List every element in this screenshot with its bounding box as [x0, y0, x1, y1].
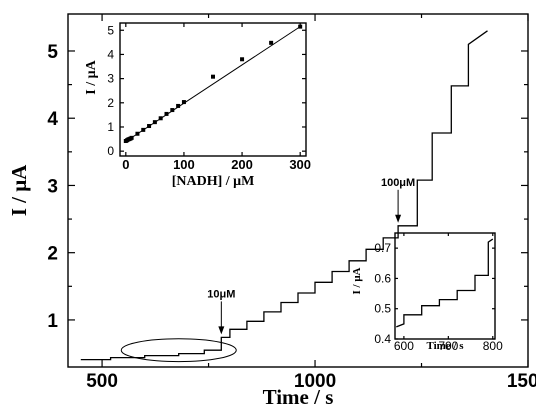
- inset1-data-point: [181, 100, 186, 105]
- inset1-data-point: [141, 127, 146, 132]
- y-tick-label: 5: [47, 42, 58, 63]
- inset1-data-point: [152, 120, 157, 125]
- inset1-x-tick-label: 200: [231, 157, 253, 172]
- main-x-axis-label: Time / s: [263, 385, 334, 409]
- inset2-y-tick-label: 0.4: [374, 332, 391, 346]
- y-tick-label: 2: [47, 244, 58, 265]
- inset1-data-point: [164, 111, 169, 116]
- inset1-data-point: [170, 108, 175, 113]
- inset2-x-tick-label: 600: [394, 339, 414, 353]
- main-annotations: 10μM 100μM: [207, 177, 415, 335]
- x-tick-label: 500: [86, 371, 118, 392]
- inset1-data-point: [176, 103, 181, 108]
- annotation-arrow-head: [395, 214, 402, 223]
- inset2-y-tick-label: 0.7: [374, 241, 391, 255]
- main-plot-frame: [67, 13, 529, 368]
- inset1-data-point: [211, 74, 215, 79]
- inset2-x-tick-label: 700: [438, 339, 458, 353]
- y-tick-label: 3: [47, 176, 58, 197]
- inset1-y-tick-label: 0: [107, 144, 114, 158]
- inset-zoom-ticks: 600 700 800 0.4 0.5 0.6 0.7: [374, 233, 503, 353]
- inset-calibration-chart: 0 100 200 300 0 1 2 3 4 5 [NADH] / μM I / μA: [84, 22, 311, 189]
- main-axis-ticks: 5001000150012345: [47, 14, 536, 392]
- y-tick-label: 1: [47, 311, 58, 332]
- main-y-axis-label: I / μA: [7, 164, 31, 216]
- annotation-arrow-head: [218, 326, 225, 335]
- inset1-x-tick-label: 300: [289, 157, 311, 172]
- inset-calibration-x-label: [NADH] / μM: [172, 174, 255, 189]
- inset-zoom-y-label: I / μA: [351, 267, 363, 294]
- inset-zoom-x-label: Time / s: [426, 340, 464, 352]
- inset-zoom-frame: [394, 232, 496, 340]
- inset-calibration-ticks: 0 100 200 300 0 1 2 3 4 5: [107, 23, 311, 172]
- inset-zoom-chart: 600 700 800 0.4 0.5 0.6 0.7 Time / s I / μA: [351, 232, 503, 353]
- annotation-label: 100μM: [381, 177, 415, 189]
- inset-calibration-points: [123, 24, 303, 144]
- inset-zoom-trace: [396, 238, 494, 328]
- inset1-data-point: [269, 40, 274, 45]
- inset1-y-tick-label: 1: [107, 120, 114, 134]
- highlight-ellipse: [120, 338, 237, 363]
- inset1-x-tick-label: 100: [173, 157, 195, 172]
- inset1-y-tick-label: 5: [107, 23, 114, 37]
- inset1-y-tick-label: 3: [107, 72, 114, 86]
- y-tick-label: 4: [47, 109, 58, 130]
- inset2-x-tick-label: 800: [483, 339, 503, 353]
- inset1-y-tick-label: 2: [107, 96, 114, 110]
- inset1-data-point: [240, 57, 245, 62]
- inset1-data-point: [135, 131, 140, 136]
- inset-calibration-frame: [119, 22, 307, 157]
- x-tick-label: 1500: [507, 371, 536, 392]
- main-current-trace: [80, 30, 488, 361]
- inset2-y-tick-label: 0.6: [374, 271, 391, 285]
- inset1-data-point: [298, 24, 303, 29]
- inset1-x-tick-label: 0: [122, 157, 129, 172]
- x-tick-label: 1000: [294, 371, 336, 392]
- inset2-y-tick-label: 0.5: [374, 302, 391, 316]
- inset1-y-tick-label: 4: [107, 47, 114, 61]
- inset-calibration-y-label: I / μA: [84, 59, 99, 94]
- inset1-data-point: [158, 116, 163, 121]
- inset1-data-point: [129, 135, 134, 140]
- inset-calibration-fit-line: [125, 26, 301, 142]
- annotation-label: 10μM: [207, 288, 235, 300]
- inset1-data-point: [147, 124, 152, 129]
